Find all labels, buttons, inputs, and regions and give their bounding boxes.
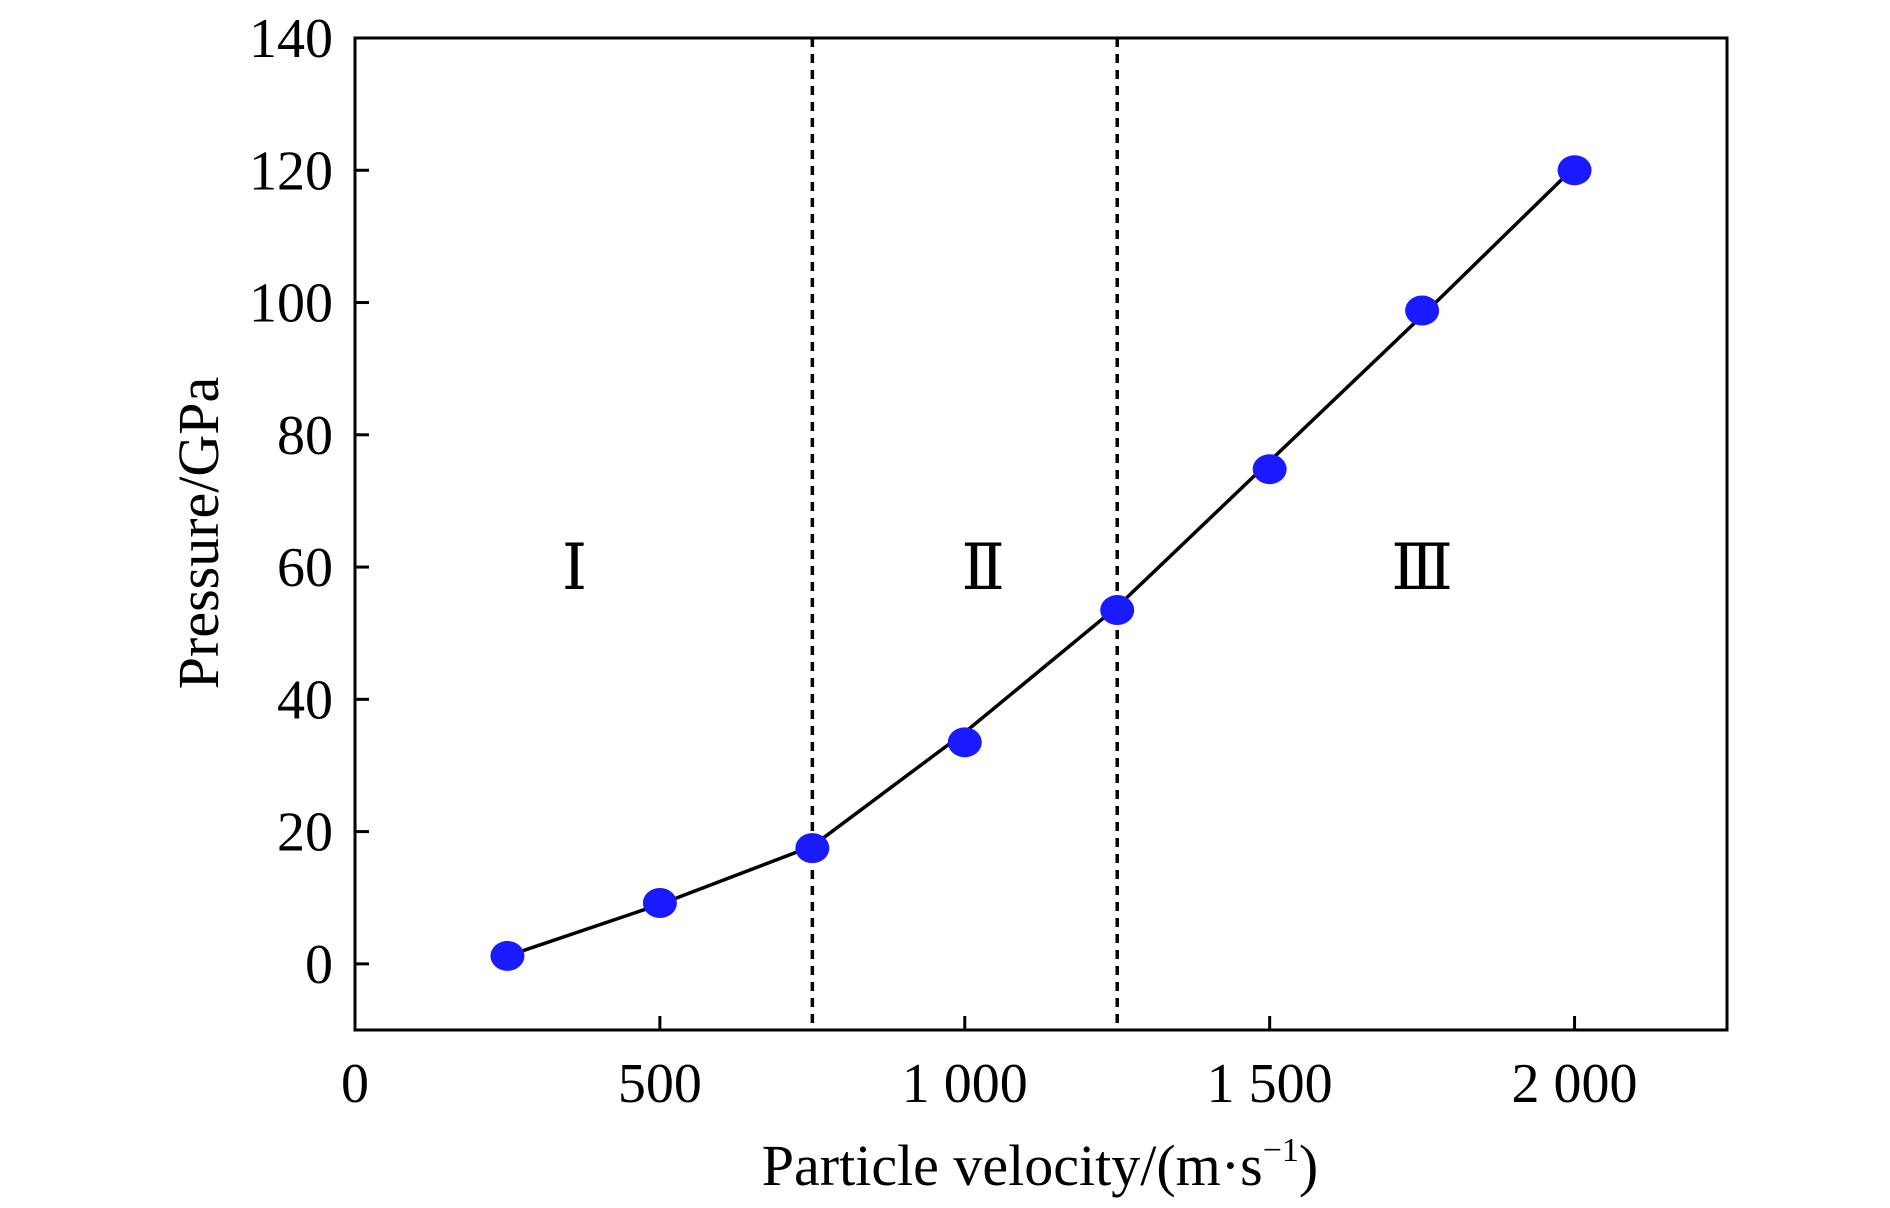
region-label: Ⅰ — [562, 532, 587, 603]
data-point — [1252, 454, 1287, 485]
y-tick-label: 60 — [277, 537, 333, 599]
data-point — [1100, 595, 1135, 626]
region-label: Ⅲ — [1391, 532, 1453, 603]
y-tick-label: 120 — [249, 140, 333, 202]
y-tick-label: 80 — [277, 405, 333, 467]
y-axis-title: Pressure/GPa — [166, 377, 231, 690]
x-tick-label: 1 500 — [1207, 1053, 1333, 1115]
y-tick-label: 0 — [305, 934, 333, 996]
plot-frame — [353, 36, 1729, 1032]
x-axis-title-superscript: −1 — [1263, 1132, 1299, 1169]
data-point — [795, 833, 830, 864]
x-axis-title-main: Particle velocity/(m·s — [762, 1133, 1263, 1198]
x-axis-title: Particle velocity/(m·s−1) — [762, 1132, 1318, 1198]
x-axis-title-close: ) — [1299, 1133, 1318, 1198]
x-tick-label: 0 — [341, 1053, 369, 1115]
region-label: Ⅱ — [961, 532, 1005, 603]
data-point — [1405, 295, 1440, 326]
fit-line — [506, 165, 1576, 958]
plot-area: 0 20 40 60 80 100 120 140 0 500 1 000 1 500 2 000 Ⅰ Ⅱ Ⅲ — [249, 8, 1729, 1115]
data-point — [947, 727, 982, 758]
x-tick-label: 2 000 — [1512, 1053, 1638, 1115]
data-point — [642, 888, 677, 919]
y-tick-label: 40 — [277, 669, 333, 731]
data-point — [1557, 155, 1592, 186]
y-tick-label: 20 — [277, 802, 333, 864]
x-tick-label: 1 000 — [902, 1053, 1028, 1115]
y-tick-label: 140 — [249, 8, 333, 70]
data-point — [490, 940, 525, 971]
x-tick-label: 500 — [618, 1053, 702, 1115]
y-tick-label: 100 — [249, 273, 333, 335]
